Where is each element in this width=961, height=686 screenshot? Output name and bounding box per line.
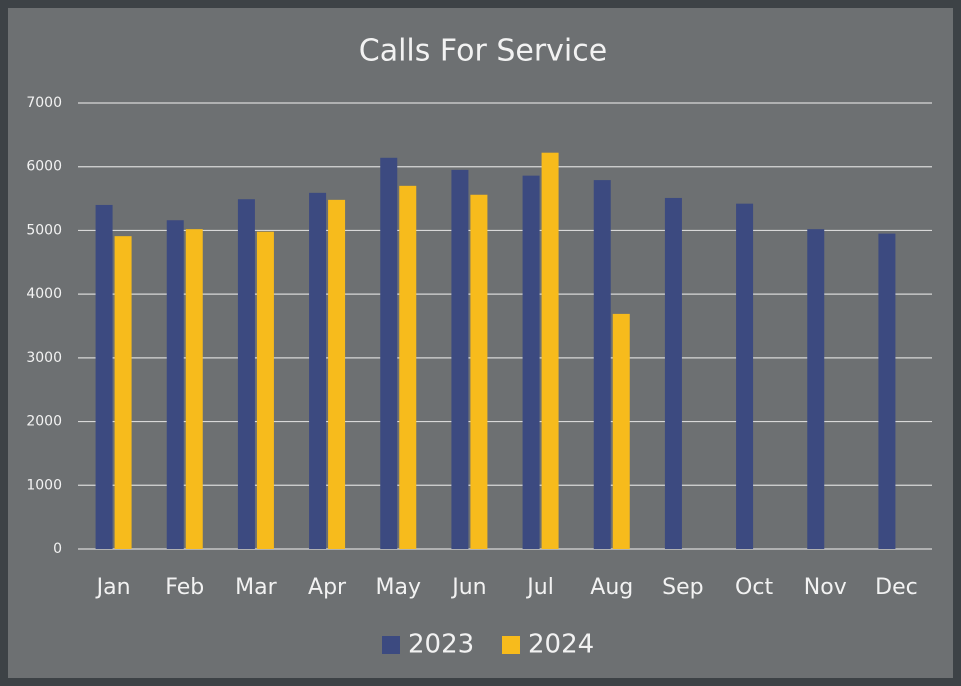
bar (115, 236, 132, 549)
x-tick-label: Jul (525, 575, 554, 600)
legend-swatch (382, 636, 400, 654)
bar (523, 176, 540, 549)
y-tick-label: 4000 (26, 286, 62, 302)
x-tick-label: Jun (450, 575, 486, 600)
y-tick-label: 0 (53, 541, 62, 557)
x-tick-label: Nov (804, 575, 847, 600)
bar (878, 234, 895, 549)
x-tick-label: Dec (875, 575, 918, 600)
bar (470, 195, 487, 549)
bar (257, 232, 274, 549)
x-tick-label: Mar (235, 575, 277, 600)
y-tick-label: 2000 (26, 414, 62, 430)
bar (238, 199, 255, 549)
legend-swatch (502, 636, 520, 654)
bar (594, 180, 611, 549)
x-tick-label: Oct (735, 575, 773, 600)
y-tick-label: 5000 (26, 222, 62, 238)
bar (665, 198, 682, 549)
bar (96, 205, 113, 549)
bar (309, 193, 326, 549)
bar (186, 229, 203, 549)
chart-title: Calls For Service (359, 34, 607, 69)
bar (167, 220, 184, 549)
x-tick-label: May (376, 575, 421, 600)
x-tick-label: Apr (308, 575, 347, 600)
y-tick-label: 3000 (26, 350, 62, 366)
bar (399, 186, 416, 549)
bar (328, 200, 345, 549)
y-tick-label: 6000 (26, 159, 62, 175)
y-tick-label: 1000 (26, 477, 62, 493)
bar (380, 158, 397, 549)
bar (736, 204, 753, 549)
bar (542, 153, 559, 549)
bar (451, 170, 468, 549)
page: {"chart_data": {"type": "bar", "title": … (0, 0, 961, 686)
x-tick-label: Jan (95, 575, 131, 600)
x-tick-label: Feb (165, 575, 204, 600)
x-tick-label: Aug (590, 575, 633, 600)
bar (613, 314, 630, 549)
legend-label: 2024 (528, 630, 594, 660)
legend-label: 2023 (408, 630, 474, 660)
x-tick-label: Sep (662, 575, 703, 600)
bar (807, 229, 824, 549)
chart: Calls For Service 0 1000 2000 3000 4000 5000 6… (0, 0, 961, 686)
y-tick-label: 7000 (26, 95, 62, 111)
